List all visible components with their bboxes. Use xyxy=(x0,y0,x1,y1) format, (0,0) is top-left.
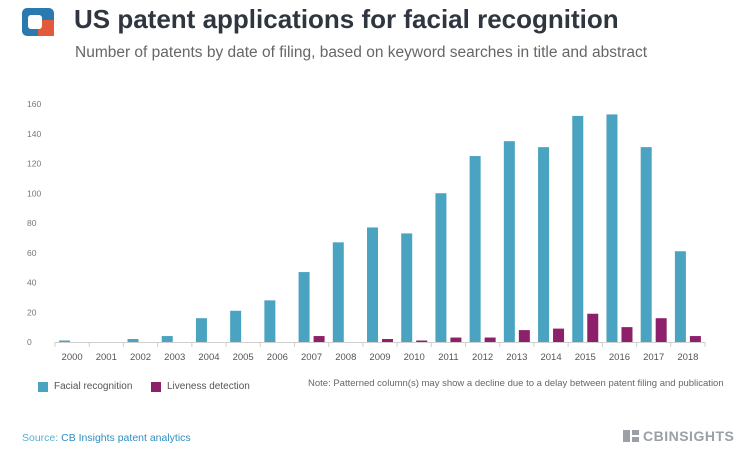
legend-swatch-facial xyxy=(38,381,48,392)
x-tick-label: 2000 xyxy=(62,352,83,363)
bar-liveness-2014 xyxy=(553,328,565,342)
bar-facial-2017 xyxy=(640,147,652,342)
x-tick-label: 2006 xyxy=(267,352,288,363)
bar-facial-2009 xyxy=(367,227,378,342)
bar-facial-2014 xyxy=(538,147,550,342)
source-link[interactable]: CB Insights patent analytics xyxy=(61,432,191,444)
chart-title: US patent applications for facial recogn… xyxy=(74,4,619,34)
x-tick-label: 2011 xyxy=(438,352,458,363)
bar-liveness-2012 xyxy=(484,337,496,342)
bar-facial-2006 xyxy=(264,300,276,342)
bar-liveness-2009 xyxy=(382,339,393,342)
legend-item-liveness: Liveness detection xyxy=(151,381,250,392)
x-tick-label: 2004 xyxy=(198,352,219,363)
bar-liveness-2010 xyxy=(416,340,428,342)
x-tick-label: 2013 xyxy=(506,352,527,363)
legend-item-facial: Facial recognition xyxy=(38,381,132,392)
y-tick-label: 100 xyxy=(27,188,41,198)
bar-liveness-2016 xyxy=(621,327,633,342)
bar-facial-2003 xyxy=(161,336,173,342)
source-prefix: Source: xyxy=(22,432,59,444)
y-tick-label: 40 xyxy=(27,278,37,288)
x-tick-label: 2012 xyxy=(472,352,493,363)
bar-liveness-2011 xyxy=(450,337,462,342)
source-line: Source: CB Insights patent analytics xyxy=(22,432,191,444)
x-tick-label: 2009 xyxy=(369,352,390,363)
x-tick-label: 2015 xyxy=(575,352,596,363)
bar-facial-2013 xyxy=(503,141,515,342)
bar-liveness-2015 xyxy=(587,313,599,342)
bar-facial-2002 xyxy=(127,339,139,342)
x-tick-label: 2014 xyxy=(540,352,561,363)
bar-liveness-2007 xyxy=(313,336,325,342)
y-tick-label: 20 xyxy=(27,307,37,317)
chart-subtitle: Number of patents by date of filing, bas… xyxy=(75,44,648,61)
y-tick-label: 160 xyxy=(27,99,41,109)
x-tick-label: 2002 xyxy=(130,352,151,363)
bar-liveness-2013 xyxy=(518,330,530,342)
x-tick-label: 2017 xyxy=(643,352,664,363)
x-tick-label: 2016 xyxy=(609,352,630,363)
legend-label-liveness: Liveness detection xyxy=(167,381,250,392)
bar-liveness-2018 xyxy=(689,336,701,342)
bar-facial-2007 xyxy=(298,272,310,342)
bar-facial-2015 xyxy=(572,115,584,343)
y-tick-label: 60 xyxy=(27,248,37,258)
x-tick-label: 2008 xyxy=(335,352,356,363)
brand-mark-icon xyxy=(623,430,639,442)
x-tick-label: 2005 xyxy=(233,352,254,363)
x-tick-label: 2001 xyxy=(96,352,117,363)
bar-facial-2000 xyxy=(59,340,71,342)
legend-label-facial: Facial recognition xyxy=(54,381,133,392)
bar-facial-2010 xyxy=(401,233,413,342)
cb-logo-icon xyxy=(22,8,54,36)
brand-logo: CBINSIGHTS xyxy=(623,428,734,444)
bar-facial-2018 xyxy=(674,251,686,342)
brand-text: CBINSIGHTS xyxy=(643,428,735,444)
bar-facial-2004 xyxy=(195,318,207,342)
y-tick-label: 140 xyxy=(27,129,41,139)
bar-facial-2005 xyxy=(230,310,242,342)
y-tick-label: 120 xyxy=(27,159,41,169)
chart-note: Note: Patterned column(s) may show a dec… xyxy=(308,378,724,389)
y-tick-label: 0 xyxy=(27,337,32,347)
bar-facial-2012 xyxy=(469,156,481,342)
bar-facial-2011 xyxy=(435,193,447,342)
legend-swatch-liveness xyxy=(151,381,161,392)
y-tick-label: 80 xyxy=(27,218,37,228)
x-tick-label: 2010 xyxy=(404,352,425,363)
bar-facial-2008 xyxy=(332,242,344,342)
bar-liveness-2017 xyxy=(655,318,667,342)
x-tick-label: 2003 xyxy=(164,352,185,363)
x-tick-label: 2007 xyxy=(301,352,322,363)
x-tick-label: 2018 xyxy=(677,352,698,363)
bar-facial-2016 xyxy=(606,114,618,342)
